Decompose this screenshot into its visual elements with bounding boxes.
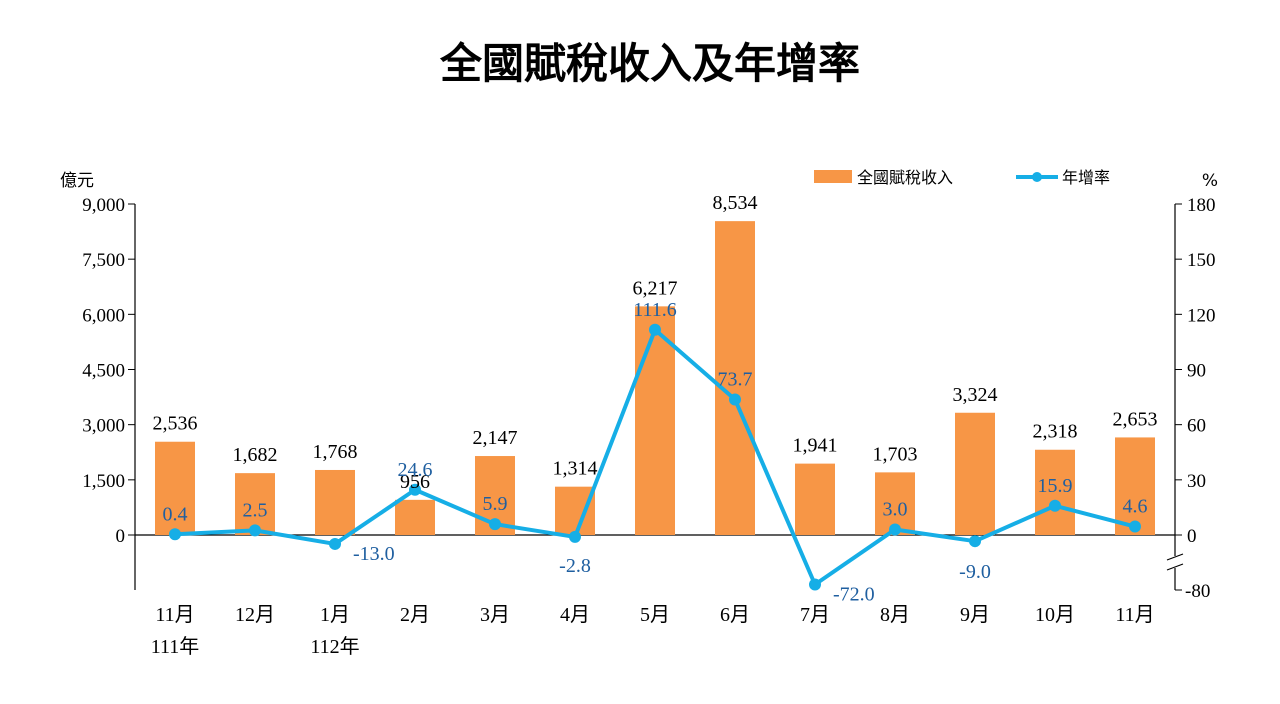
right-axis-break-mark xyxy=(1166,553,1184,561)
category-label: 4月 xyxy=(560,604,590,626)
bar xyxy=(635,306,675,535)
growth-value-label: 73.7 xyxy=(718,368,753,390)
bar-value-label: 1,682 xyxy=(233,444,278,466)
growth-point xyxy=(249,524,261,537)
bar xyxy=(955,412,995,535)
growth-value-label: -13.0 xyxy=(353,543,395,565)
right-axis-tick-label: 90 xyxy=(1187,361,1206,382)
left-axis-tick-label: 4,500 xyxy=(82,361,125,382)
category-label: 8月 xyxy=(880,604,910,626)
bar-value-label: 8,534 xyxy=(713,192,758,214)
left-axis-tick-label: 1,500 xyxy=(82,471,125,492)
legend-label-growth: 年增率 xyxy=(1062,168,1110,187)
growth-value-label: 3.0 xyxy=(883,498,908,520)
growth-value-label: 0.4 xyxy=(163,503,188,525)
category-label: 11月 xyxy=(155,604,194,626)
growth-value-label: 15.9 xyxy=(1038,475,1073,497)
category-label: 10月 xyxy=(1035,604,1075,626)
right-axis-tick-label: 150 xyxy=(1187,250,1216,271)
left-axis-tick-label: 0 xyxy=(116,526,126,547)
category-label: 5月 xyxy=(640,604,670,626)
bar-value-label: 956 xyxy=(400,471,430,493)
growth-value-label: 111.6 xyxy=(633,299,677,321)
growth-point xyxy=(889,523,901,536)
category-label: 1月 xyxy=(320,604,350,626)
growth-point xyxy=(649,323,661,336)
bar-value-label: 1,941 xyxy=(793,435,838,457)
bar-value-label: 3,324 xyxy=(953,384,998,406)
data-labels: 2,536 1,682 1,768 956 2,147 1,314 6,217 8,534 1,… xyxy=(153,192,1158,605)
growth-line xyxy=(169,323,1141,591)
category-label: 11月 xyxy=(1115,604,1154,626)
growth-point xyxy=(329,537,341,550)
right-axis-tick-label: 120 xyxy=(1187,305,1216,326)
bar-value-label: 1,703 xyxy=(873,443,918,465)
bar-value-label: 1,768 xyxy=(313,441,358,463)
category-label: 6月 xyxy=(720,604,750,626)
growth-point xyxy=(409,483,421,496)
right-axis-tick-label: 180 xyxy=(1187,195,1216,216)
right-axis-tick-label: 30 xyxy=(1187,471,1206,492)
left-axis-tick-label: 6,000 xyxy=(82,305,125,326)
legend-line-marker xyxy=(1032,172,1042,182)
legend-bar-swatch xyxy=(814,170,852,183)
category-year-label: 111年 xyxy=(151,635,200,658)
bar xyxy=(555,486,595,535)
category-label: 2月 xyxy=(400,604,430,626)
growth-value-label: -72.0 xyxy=(833,584,875,606)
bar xyxy=(715,221,755,536)
bar-value-label: 2,147 xyxy=(473,427,518,449)
bar-value-label: 6,217 xyxy=(633,277,678,299)
left-axis-tick-label: 9,000 xyxy=(82,195,125,216)
growth-value-label: 2.5 xyxy=(243,499,268,521)
legend-label-revenue: 全國賦稅收入 xyxy=(857,168,953,187)
growth-value-label: -2.8 xyxy=(559,555,591,577)
bar xyxy=(315,469,355,535)
growth-value-label: 5.9 xyxy=(483,493,508,515)
left-axis-unit: 億元 xyxy=(60,171,94,191)
growth-point xyxy=(1129,520,1141,533)
bar xyxy=(155,441,195,535)
category-labels: 11月 111年 12月 1月 112年 2月 3月 4月 5月 6月 7月 8月 9月 10月 11月 xyxy=(151,604,1155,658)
growth-point xyxy=(569,530,581,543)
category-label: 12月 xyxy=(235,604,275,626)
bar xyxy=(1115,437,1155,535)
left-axis-tick-label: 3,000 xyxy=(82,416,125,437)
bar xyxy=(1035,449,1075,535)
growth-point xyxy=(809,578,821,591)
growth-point xyxy=(169,528,181,541)
chart-title: 全國賦稅收入及年增率 xyxy=(439,39,860,88)
axes: 0 1,500 3,000 4,500 6,000 7,500 9,000 0 30 60 90 12… xyxy=(82,195,1215,602)
growth-point xyxy=(729,393,741,406)
growth-value-label: 4.6 xyxy=(1123,496,1148,518)
bar xyxy=(795,463,835,535)
category-label: 9月 xyxy=(960,604,990,626)
right-axis-break-mark xyxy=(1166,563,1184,571)
right-axis-tick-label: 60 xyxy=(1187,416,1206,437)
bar xyxy=(395,499,435,535)
bars xyxy=(155,221,1155,536)
right-axis-tick-label: 0 xyxy=(1187,526,1197,547)
bar-value-label: 2,653 xyxy=(1113,408,1158,430)
legend: 全國賦稅收入 年增率 xyxy=(814,168,1110,187)
right-axis-unit: % xyxy=(1202,171,1218,191)
bar-value-label: 2,318 xyxy=(1033,421,1078,443)
growth-value-label: 24.6 xyxy=(398,459,433,481)
growth-value-label: -9.0 xyxy=(959,561,991,583)
category-year-label: 112年 xyxy=(310,635,359,658)
bar-value-label: 1,314 xyxy=(553,458,598,480)
growth-point xyxy=(1049,499,1061,512)
growth-point xyxy=(969,535,981,548)
left-axis-tick-label: 7,500 xyxy=(82,250,125,271)
category-label: 3月 xyxy=(480,604,510,626)
growth-point xyxy=(489,518,501,531)
category-label: 7月 xyxy=(800,604,830,626)
bar-value-label: 2,536 xyxy=(153,413,198,435)
right-axis-tick-label: -80 xyxy=(1185,581,1210,602)
